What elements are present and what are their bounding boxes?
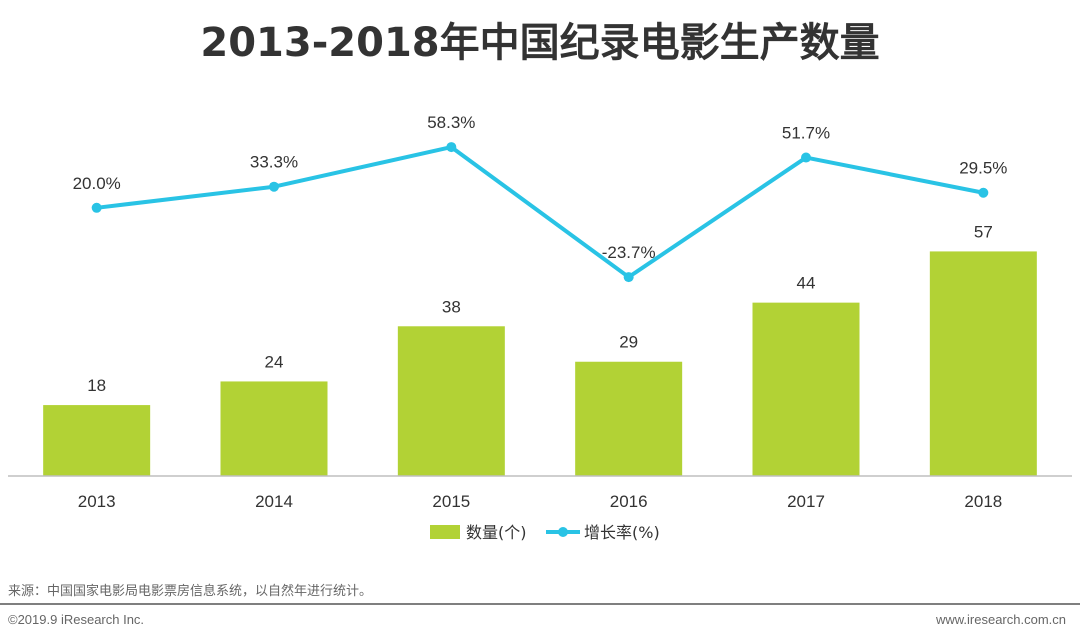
line-layer — [91, 142, 989, 283]
x-tick-label-2018: 2018 — [964, 492, 1002, 511]
line-point-2018 — [978, 187, 989, 198]
combo-chart: 18 2013 24 2014 38 2015 29 2016 44 2017 57 2018 20.0… — [8, 113, 1072, 542]
website-url: www.iresearch.com.cn — [935, 612, 1066, 627]
line-label-2017: 51.7% — [782, 124, 830, 143]
footer-divider — [0, 603, 1080, 605]
line-point-2013 — [91, 202, 102, 213]
line-point-2017 — [801, 152, 811, 163]
bar-label-2014: 24 — [265, 352, 284, 371]
chart-title: 2013-2018年中国纪录电影生产数量 — [200, 20, 880, 66]
bar-2014 — [220, 381, 328, 476]
growth-rate-line — [96, 145, 984, 280]
line-point-2016 — [623, 272, 634, 283]
x-tick-label-2017: 2017 — [787, 492, 825, 511]
bar-label-2016: 29 — [619, 333, 638, 352]
bar-2017 — [752, 302, 860, 476]
line-label-2016: -23.7% — [602, 243, 656, 262]
legend-bar-label: 数量(个) — [466, 523, 527, 542]
bar-label-2013: 18 — [87, 376, 106, 395]
bars-layer — [43, 251, 1037, 476]
bar-2016 — [575, 361, 683, 476]
legend-bar-swatch — [430, 525, 460, 539]
line-label-2014: 33.3% — [250, 153, 298, 172]
bar-2013 — [43, 405, 151, 476]
bar-label-2017: 44 — [797, 274, 816, 293]
bar-2018 — [929, 251, 1037, 476]
legend-line-label: 增长率(%) — [584, 523, 660, 542]
bar-label-2015: 38 — [442, 297, 461, 316]
x-tick-label-2014: 2014 — [255, 492, 293, 511]
source-note: 来源：中国国家电影局电影票房信息系统，以自然年进行统计。 — [8, 584, 373, 599]
bar-2015 — [397, 326, 505, 476]
line-label-2015: 58.3% — [427, 113, 475, 132]
bar-label-2018: 57 — [974, 222, 993, 241]
legend-line-marker — [558, 527, 568, 537]
labels-layer: 18 2013 24 2014 38 2015 29 2016 44 2017 57 2018 20.0… — [73, 113, 1008, 511]
copyright-text: ©2019.9 iResearch Inc. — [8, 612, 145, 627]
x-tick-label-2015: 2015 — [432, 492, 470, 511]
x-tick-label-2013: 2013 — [78, 492, 116, 511]
legend: 数量(个) 增长率(%) — [430, 523, 660, 542]
x-tick-label-2016: 2016 — [610, 492, 648, 511]
line-point-2015 — [446, 142, 457, 153]
line-label-2013: 20.0% — [73, 174, 121, 193]
line-label-2018: 29.5% — [959, 159, 1007, 178]
line-point-2014 — [269, 181, 279, 192]
